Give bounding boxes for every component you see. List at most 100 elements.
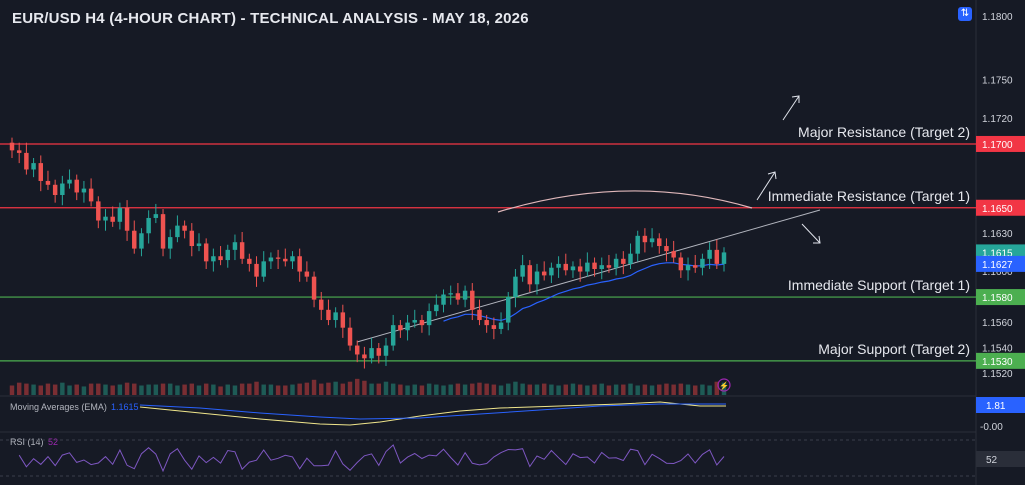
candle-body[interactable] xyxy=(218,256,223,261)
candle-body[interactable] xyxy=(38,163,43,181)
candle-body[interactable] xyxy=(649,238,655,243)
candle-body[interactable] xyxy=(275,257,281,259)
candle-body[interactable] xyxy=(225,249,230,261)
candle-body[interactable] xyxy=(45,180,51,185)
candle-body[interactable] xyxy=(405,322,410,331)
candle-body[interactable] xyxy=(203,243,209,262)
candle-body[interactable] xyxy=(613,258,619,268)
candle-body[interactable] xyxy=(700,258,705,268)
candle-body[interactable] xyxy=(60,183,65,195)
candle-body[interactable] xyxy=(347,327,353,346)
candle-body[interactable] xyxy=(132,230,137,249)
candle-body[interactable] xyxy=(326,309,331,321)
candle-body[interactable] xyxy=(434,304,439,312)
candle-body[interactable] xyxy=(182,225,187,231)
candle-body[interactable] xyxy=(290,256,295,262)
candle-body[interactable] xyxy=(268,257,274,262)
candle-body[interactable] xyxy=(714,249,720,264)
candle-body[interactable] xyxy=(470,290,475,310)
candle-body[interactable] xyxy=(103,216,108,221)
candle-body[interactable] xyxy=(369,348,374,359)
candle-body[interactable] xyxy=(52,184,58,195)
candle-body[interactable] xyxy=(549,267,554,276)
candle-body[interactable] xyxy=(585,262,590,272)
candle-body[interactable] xyxy=(88,188,94,202)
candle-body[interactable] xyxy=(304,271,310,277)
candle-body[interactable] xyxy=(67,179,72,184)
candle-body[interactable] xyxy=(685,265,691,271)
candle-body[interactable] xyxy=(628,253,633,264)
candle-body[interactable] xyxy=(239,242,245,259)
candle-body[interactable] xyxy=(721,252,727,264)
candle-body[interactable] xyxy=(455,293,461,300)
candle-body[interactable] xyxy=(448,293,453,295)
candle-body[interactable] xyxy=(657,238,662,247)
candle-body[interactable] xyxy=(707,249,712,259)
candle-body[interactable] xyxy=(556,263,561,268)
candle-body[interactable] xyxy=(81,188,87,193)
candle-body[interactable] xyxy=(167,237,173,249)
candle-body[interactable] xyxy=(621,258,626,264)
candle-body[interactable] xyxy=(376,348,382,356)
candle-body[interactable] xyxy=(563,263,569,271)
candle-body[interactable] xyxy=(362,354,367,359)
candle-body[interactable] xyxy=(419,320,425,326)
candle-body[interactable] xyxy=(153,214,159,218)
candle-body[interactable] xyxy=(9,142,15,151)
candle-body[interactable] xyxy=(247,258,252,264)
candle-body[interactable] xyxy=(390,325,396,346)
candle-body[interactable] xyxy=(211,256,216,262)
candle-body[interactable] xyxy=(74,179,79,193)
candle-body[interactable] xyxy=(283,258,288,262)
candle-body[interactable] xyxy=(599,265,604,269)
candle-body[interactable] xyxy=(232,242,238,250)
candle-body[interactable] xyxy=(477,309,482,321)
candle-body[interactable] xyxy=(160,214,166,249)
candle-body[interactable] xyxy=(541,271,547,276)
candle-body[interactable] xyxy=(117,207,123,222)
candle-body[interactable] xyxy=(340,312,346,328)
candle-body[interactable] xyxy=(484,320,489,326)
candle-body[interactable] xyxy=(671,251,676,258)
lightning-icon[interactable]: ⚡ xyxy=(717,378,731,392)
candle-body[interactable] xyxy=(354,345,360,355)
candle-body[interactable] xyxy=(426,311,432,326)
candle-body[interactable] xyxy=(635,235,640,254)
candle-body[interactable] xyxy=(534,271,540,285)
candle-body[interactable] xyxy=(261,261,266,277)
candle-body[interactable] xyxy=(189,230,195,247)
candle-body[interactable] xyxy=(146,217,151,234)
candle-body[interactable] xyxy=(506,297,511,323)
candle-body[interactable] xyxy=(383,345,389,356)
settings-icon[interactable]: ⇅ xyxy=(958,7,972,21)
candle-body[interactable] xyxy=(693,265,698,268)
candle-body[interactable] xyxy=(664,246,669,252)
candle-body[interactable] xyxy=(577,266,583,272)
candle-body[interactable] xyxy=(412,320,417,323)
candle-body[interactable] xyxy=(592,262,597,269)
candle-body[interactable] xyxy=(254,263,259,277)
candle-body[interactable] xyxy=(96,201,101,221)
candle-body[interactable] xyxy=(642,235,648,243)
candle-body[interactable] xyxy=(520,265,525,277)
candle-body[interactable] xyxy=(175,225,180,238)
candle-body[interactable] xyxy=(491,325,497,329)
candle-body[interactable] xyxy=(678,257,684,271)
candle-body[interactable] xyxy=(527,265,533,285)
candle-body[interactable] xyxy=(311,276,317,300)
candle-body[interactable] xyxy=(333,312,338,321)
candle-body[interactable] xyxy=(498,322,504,329)
candle-body[interactable] xyxy=(24,152,29,170)
candle-body[interactable] xyxy=(570,266,576,271)
candle-body[interactable] xyxy=(462,290,468,300)
candle-body[interactable] xyxy=(31,163,36,170)
candle-body[interactable] xyxy=(441,294,446,305)
candle-body[interactable] xyxy=(110,216,115,222)
candle-body[interactable] xyxy=(16,150,22,153)
candle-body[interactable] xyxy=(606,265,612,268)
candle-body[interactable] xyxy=(319,299,324,310)
candle-body[interactable] xyxy=(139,233,144,249)
candle-body[interactable] xyxy=(513,276,518,298)
candle-body[interactable] xyxy=(124,207,130,231)
